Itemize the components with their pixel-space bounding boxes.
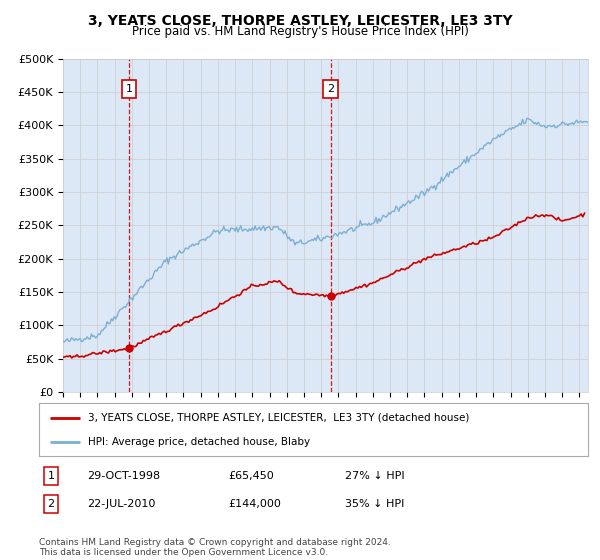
Text: 35% ↓ HPI: 35% ↓ HPI [345, 499, 404, 509]
Text: HPI: Average price, detached house, Blaby: HPI: Average price, detached house, Blab… [88, 436, 311, 446]
Text: 2: 2 [47, 499, 55, 509]
Text: 2: 2 [327, 84, 334, 94]
Text: 3, YEATS CLOSE, THORPE ASTLEY, LEICESTER,  LE3 3TY (detached house): 3, YEATS CLOSE, THORPE ASTLEY, LEICESTER… [88, 413, 470, 423]
Text: 22-JUL-2010: 22-JUL-2010 [87, 499, 155, 509]
Text: 27% ↓ HPI: 27% ↓ HPI [345, 471, 404, 481]
Text: Price paid vs. HM Land Registry's House Price Index (HPI): Price paid vs. HM Land Registry's House … [131, 25, 469, 38]
Text: 1: 1 [125, 84, 133, 94]
Text: 29-OCT-1998: 29-OCT-1998 [87, 471, 160, 481]
Text: 1: 1 [47, 471, 55, 481]
Text: £144,000: £144,000 [228, 499, 281, 509]
Text: Contains HM Land Registry data © Crown copyright and database right 2024.
This d: Contains HM Land Registry data © Crown c… [39, 538, 391, 557]
Text: 3, YEATS CLOSE, THORPE ASTLEY, LEICESTER, LE3 3TY: 3, YEATS CLOSE, THORPE ASTLEY, LEICESTER… [88, 14, 512, 28]
Text: £65,450: £65,450 [228, 471, 274, 481]
